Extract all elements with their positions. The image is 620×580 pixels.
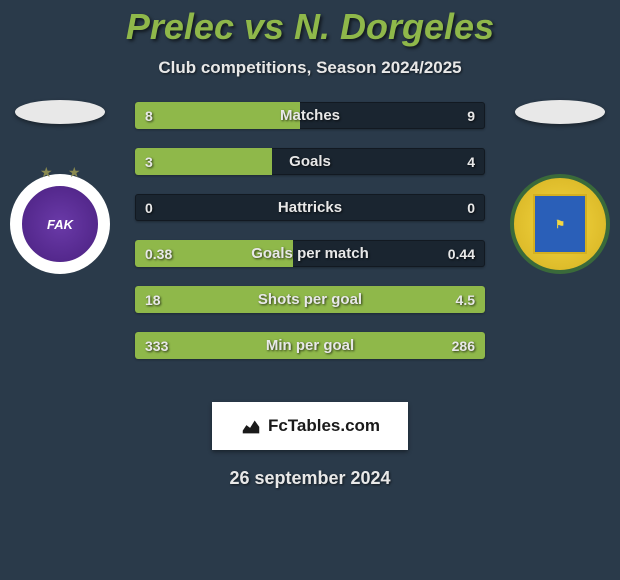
stat-right-value: 4 (467, 148, 475, 175)
player-right-name: N. Dorgeles (294, 6, 494, 47)
brand-text: FcTables.com (268, 416, 380, 436)
stat-rows: 8Matches9 3Goals4 0Hattricks0 0.38Goals per… (135, 100, 485, 359)
stat-right-value: 9 (467, 102, 475, 129)
player-left-name: Prelec (126, 6, 234, 47)
stat-row: 0Hattricks0 (135, 194, 485, 221)
subtitle: Club competitions, Season 2024/2025 (0, 58, 620, 78)
stat-label: Goals (135, 148, 485, 175)
crest-right-shield: ⚑ (533, 194, 587, 254)
left-side: ★ ★ FAK (0, 100, 120, 274)
stat-right-value: 0 (467, 194, 475, 221)
comparison-body: ★ ★ FAK ⚑ 8Matches9 3Goals4 0Hattricks0 0.3… (0, 100, 620, 380)
date-label: 26 september 2024 (0, 468, 620, 489)
crest-left-text: FAK (19, 183, 101, 265)
vs-label: vs (244, 6, 284, 47)
right-side: ⚑ (500, 100, 620, 274)
stat-row: 333Min per goal286 (135, 332, 485, 359)
stat-right-value: 0.44 (448, 240, 475, 267)
stat-right-value: 286 (452, 332, 475, 359)
comparison-title: Prelec vs N. Dorgeles (0, 0, 620, 48)
player-left-avatar-placeholder (15, 100, 105, 124)
brand-badge[interactable]: FcTables.com (212, 402, 408, 450)
stat-label: Hattricks (135, 194, 485, 221)
club-crest-right: ⚑ (510, 174, 610, 274)
club-crest-left: ★ ★ FAK (10, 174, 110, 274)
stat-right-value: 4.5 (456, 286, 475, 313)
stat-label: Min per goal (135, 332, 485, 359)
stat-label: Shots per goal (135, 286, 485, 313)
stat-label: Goals per match (135, 240, 485, 267)
stat-row: 8Matches9 (135, 102, 485, 129)
stat-label: Matches (135, 102, 485, 129)
star-icon: ★ (68, 164, 81, 181)
stat-row: 18Shots per goal4.5 (135, 286, 485, 313)
stat-row: 3Goals4 (135, 148, 485, 175)
chart-icon (240, 415, 262, 437)
star-icon: ★ (40, 164, 53, 181)
stat-row: 0.38Goals per match0.44 (135, 240, 485, 267)
player-right-avatar-placeholder (515, 100, 605, 124)
